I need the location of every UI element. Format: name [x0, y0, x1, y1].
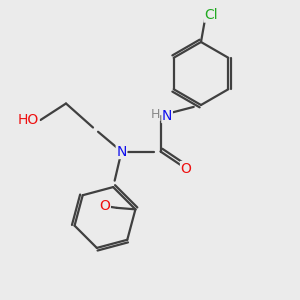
Text: N: N — [162, 109, 172, 122]
Text: O: O — [99, 199, 110, 213]
Text: O: O — [181, 162, 191, 176]
Text: HO: HO — [18, 113, 39, 127]
Text: H: H — [150, 107, 160, 121]
Text: Cl: Cl — [204, 8, 218, 22]
Text: N: N — [116, 145, 127, 158]
